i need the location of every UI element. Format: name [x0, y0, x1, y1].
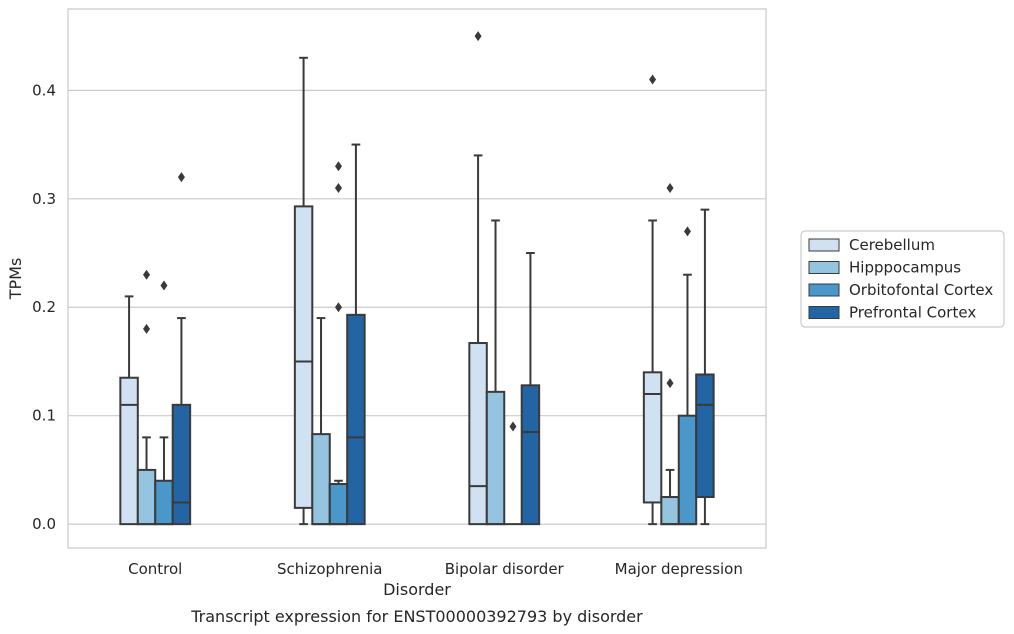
box-body: [520, 384, 541, 526]
box-prefrontal-cortex: [346, 143, 366, 526]
legend-label: Prefrontal Cortex: [849, 304, 976, 322]
y-axis-label: TPMs: [6, 258, 25, 301]
x-tick-label: Schizophrenia: [277, 560, 382, 578]
box-body: [119, 376, 139, 526]
box-body: [695, 373, 715, 499]
box-cerebellum: [468, 31, 488, 526]
y-tick-label: 0.3: [32, 190, 56, 208]
outlier-point: [509, 421, 517, 432]
box-cerebellum: [642, 74, 663, 526]
box-groups: [119, 31, 715, 526]
outlier-point: [649, 74, 657, 85]
legend-label: Hipppocampus: [849, 259, 961, 277]
box-hipppocampus: [311, 317, 331, 526]
outlier-point: [177, 172, 185, 183]
legend-label: Orbitofontal Cortex: [849, 281, 993, 299]
outlier-point: [160, 280, 168, 291]
outlier-point: [143, 323, 151, 334]
box-body: [485, 390, 506, 526]
box-hipppocampus: [136, 269, 157, 526]
outlier-point: [666, 378, 674, 389]
y-tick-label: 0.2: [32, 298, 56, 316]
box-body: [136, 468, 157, 526]
box-hipppocampus: [660, 182, 680, 526]
box-body: [642, 371, 663, 504]
x-tick-label: Major depression: [615, 560, 743, 578]
box-orbitofontal-cortex: [328, 161, 349, 526]
legend-swatch: [808, 261, 840, 274]
box-hipppocampus: [485, 219, 506, 526]
outlier-point: [334, 182, 342, 193]
box-orbitofontal-cortex: [154, 280, 174, 526]
box-body: [293, 205, 314, 509]
box-prefrontal-cortex: [695, 208, 715, 526]
outlier-point: [683, 226, 691, 237]
box-orbitofontal-cortex: [504, 421, 522, 526]
outlier-point: [666, 182, 674, 193]
y-tick-label: 0.1: [32, 407, 56, 425]
outlier-point: [334, 161, 342, 172]
box-body: [311, 433, 331, 526]
outlier-point: [474, 31, 482, 42]
box-body: [171, 403, 192, 526]
y-tick-label: 0.0: [32, 515, 56, 533]
x-axis-label: Disorder: [383, 580, 451, 599]
box-prefrontal-cortex: [520, 252, 541, 526]
box-body: [154, 479, 174, 526]
box-body: [328, 483, 349, 526]
plot-frame: [67, 8, 767, 549]
box-body: [468, 342, 488, 526]
legend-swatch: [808, 306, 840, 319]
legend-swatch: [808, 283, 840, 297]
x-tick-label: Bipolar disorder: [445, 560, 565, 578]
y-tick-label: 0.4: [32, 81, 56, 99]
legend-label: Cerebellum: [849, 236, 935, 254]
y-axis-ticks: 0.0 0.1 0.2 0.3 0.4: [32, 81, 56, 533]
legend: Cerebellum Hipppocampus Orbitofontal Corte…: [800, 230, 1005, 328]
box-cerebellum: [119, 295, 139, 526]
box-prefrontal-cortex: [171, 172, 192, 526]
legend-frame: [800, 230, 1005, 328]
chart-caption: Transcript expression for ENST0000039279…: [190, 607, 643, 626]
box-cerebellum: [293, 56, 314, 526]
box-body: [346, 313, 366, 526]
outlier-point: [143, 269, 151, 280]
box-body: [660, 496, 680, 526]
legend-swatch: [808, 238, 840, 252]
x-axis-ticks: Control Schizophrenia Bipolar disorder Majo…: [128, 560, 743, 578]
x-tick-label: Control: [128, 560, 182, 578]
outlier-point: [334, 302, 342, 313]
box-orbitofontal-cortex: [677, 226, 698, 526]
box-body: [677, 414, 698, 526]
